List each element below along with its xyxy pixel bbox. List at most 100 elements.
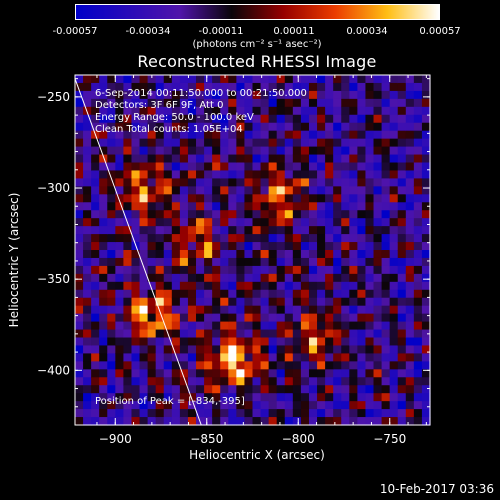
heatmap-cell (389, 385, 399, 394)
heatmap-cell (99, 146, 108, 156)
heatmap-cell (75, 321, 84, 331)
heatmap-cell (196, 401, 205, 410)
heatmap-cell (99, 393, 108, 402)
heatmap-cell (325, 75, 334, 84)
heatmap-cell (300, 114, 310, 124)
heatmap-cell (276, 114, 286, 124)
heatmap-cell (292, 170, 302, 179)
heatmap-cell (268, 106, 278, 116)
heatmap-cell (276, 106, 286, 116)
heatmap-cell (228, 281, 237, 291)
heatmap-cell (421, 393, 431, 402)
heatmap-cell (99, 170, 108, 179)
heatmap-cell (244, 82, 254, 92)
heatmap-cell (292, 361, 302, 370)
heatmap-cell (83, 273, 92, 283)
heatmap-cell (357, 361, 367, 370)
heatmap-cell (317, 122, 326, 132)
heatmap-cell (260, 114, 270, 124)
heatmap-cell (284, 75, 294, 84)
heatmap-cell (397, 345, 407, 354)
heatmap-cell (341, 337, 350, 347)
heatmap-cell (212, 385, 221, 394)
heatmap-cell (91, 122, 100, 132)
heatmap-cell (99, 297, 108, 307)
heatmap-cell (220, 385, 229, 394)
heatmap-cell (75, 369, 84, 378)
heatmap-cell (107, 75, 116, 84)
heatmap-cell (252, 154, 262, 164)
heatmap-cell (204, 329, 213, 339)
heatmap-cell (373, 369, 383, 378)
heatmap-cell (268, 218, 278, 227)
heatmap-cell (83, 186, 92, 195)
heatmap-cell (75, 194, 84, 203)
heatmap-cell (91, 273, 100, 283)
heatmap-cell (421, 106, 431, 116)
heatmap-cell (284, 377, 294, 386)
heatmap-cell (75, 122, 84, 132)
heatmap-cell (236, 297, 246, 307)
heatmap-cell (252, 377, 262, 386)
heatmap-cell (220, 265, 229, 275)
heatmap-cell (284, 417, 294, 426)
heatmap-cell (204, 353, 213, 362)
heatmap-cell (276, 130, 286, 140)
heatmap-cell (413, 138, 423, 148)
heatmap-cell (171, 218, 181, 227)
heatmap-cell (357, 377, 367, 386)
heatmap-cell (349, 226, 358, 235)
heatmap-cell (99, 329, 108, 339)
heatmap-cell (300, 361, 310, 370)
heatmap-cell (107, 178, 116, 187)
heatmap-cell (187, 337, 197, 347)
heatmap-cell (357, 257, 367, 267)
heatmap-cell (413, 162, 423, 172)
heatmap-cell (212, 250, 221, 259)
heatmap-cell (308, 202, 318, 211)
heatmap-cell (405, 273, 415, 283)
heatmap-cell (131, 210, 141, 219)
heatmap-cell (333, 178, 342, 187)
heatmap-cell (236, 361, 246, 370)
heatmap-cell (357, 82, 367, 92)
heatmap-cell (91, 82, 100, 92)
heatmap-cell (252, 170, 262, 179)
heatmap-cell (276, 138, 286, 148)
heatmap-cell (147, 90, 157, 100)
heatmap-cell (228, 289, 237, 299)
heatmap-cell (115, 313, 125, 323)
heatmap-cell (405, 186, 415, 195)
heatmap-cell (325, 369, 334, 378)
heatmap-cell (244, 202, 254, 211)
heatmap-cell (349, 210, 358, 219)
heatmap-cell (341, 170, 350, 179)
heatmap-cell (155, 361, 165, 370)
heatmap-cell (325, 377, 334, 386)
heatmap-cell (276, 90, 286, 100)
heatmap-cell (397, 250, 407, 259)
heatmap-cell (300, 329, 310, 339)
heatmap-cell (333, 417, 342, 426)
heatmap-cell (212, 170, 221, 179)
heatmap-cell (349, 329, 358, 339)
heatmap-cell (365, 409, 375, 418)
heatmap-cell (75, 393, 84, 402)
heatmap-cell (413, 90, 423, 100)
heatmap-cell (317, 138, 326, 148)
heatmap-cell (421, 345, 431, 354)
heatmap-cell (244, 98, 254, 108)
heatmap-cell (75, 202, 84, 211)
heatmap-cell (357, 226, 367, 235)
heatmap-cell (381, 409, 391, 418)
heatmap-cell (373, 218, 383, 227)
heatmap-cell (187, 313, 197, 323)
heatmap-cell (123, 401, 133, 410)
heatmap-cell (91, 369, 100, 378)
heatmap-cell (171, 313, 181, 323)
heatmap-cell (389, 361, 399, 370)
heatmap-cell (244, 417, 254, 426)
heatmap-cell (276, 337, 286, 347)
heatmap-cell (317, 178, 326, 187)
heatmap-cell (147, 194, 157, 203)
